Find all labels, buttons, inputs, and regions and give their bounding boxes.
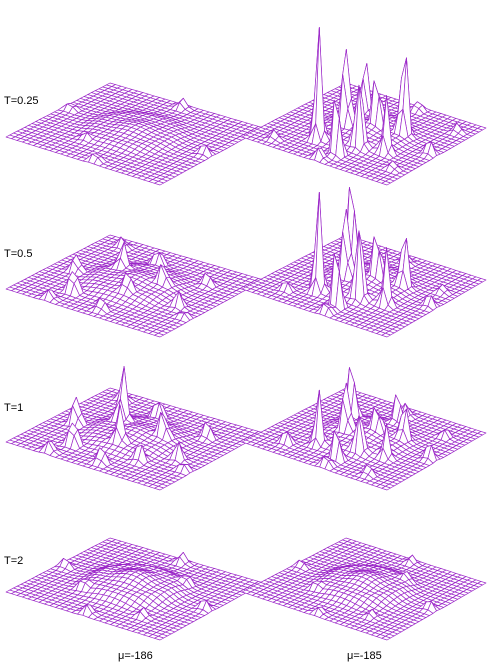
surface-panel-r3-c1 <box>241 537 487 641</box>
column-label-mu-185: μ=-185 <box>347 650 382 662</box>
surface-panel-r0-c1 <box>241 27 487 186</box>
column-label-mu-186: μ=-186 <box>118 650 153 662</box>
surface-panel-r1-c1 <box>241 187 487 338</box>
surface-panel-r2-c1 <box>241 367 487 491</box>
surface-panel-r2-c0 <box>5 366 265 491</box>
row-label-t-0-5: T=0.5 <box>4 248 32 260</box>
surface-panel-r1-c0 <box>5 234 265 338</box>
surface-panel-r3-c0 <box>5 537 265 641</box>
surface-panel-r0-c0 <box>5 82 265 186</box>
row-label-t-0-25: T=0.25 <box>4 95 39 107</box>
row-label-t-1: T=1 <box>4 402 23 414</box>
row-label-t-2: T=2 <box>4 555 23 567</box>
surface-panels <box>5 27 487 641</box>
